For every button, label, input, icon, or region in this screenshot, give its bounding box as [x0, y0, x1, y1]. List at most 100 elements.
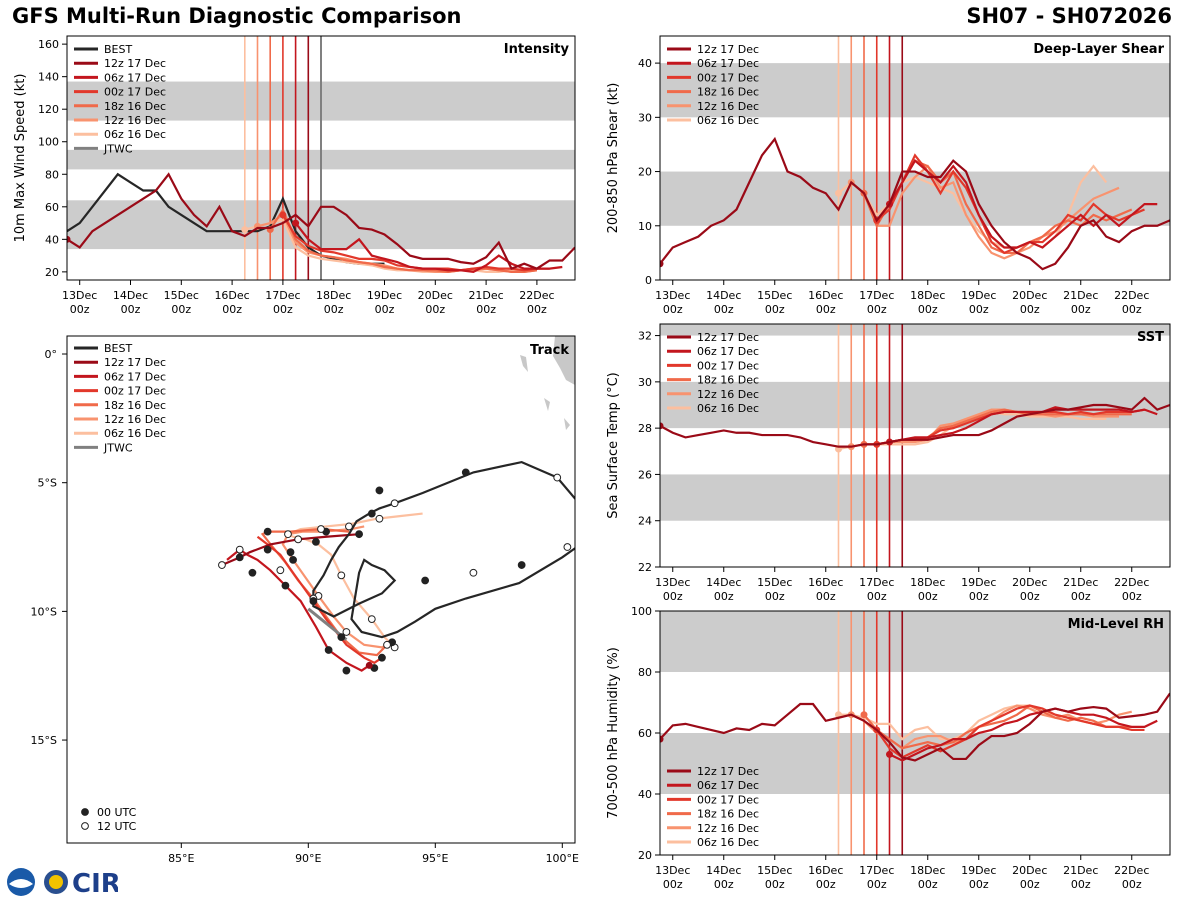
series-line [67, 172, 575, 271]
legend-intensity-label: 12z 17 Dec [104, 57, 166, 70]
threshold-band [660, 171, 1170, 226]
legend-rh-label: 06z 16 Dec [697, 836, 759, 849]
track-12utc-marker [367, 615, 376, 623]
marker-legend-label: 12 UTC [97, 820, 137, 833]
legend-track-label: 18z 16 Dec [104, 399, 166, 412]
sst-xtick-label: 00z [1020, 590, 1040, 603]
sst-xtick-label: 18Dec [910, 576, 945, 589]
y-axis-label: Sea Surface Temp (°C) [606, 372, 621, 519]
threshold-band [660, 611, 1170, 672]
y-axis-label: 10m Max Wind Speed (kt) [13, 74, 28, 243]
ytick-label: 28 [638, 422, 652, 435]
track-00utc-marker [461, 468, 470, 477]
shear-xtick-label: 20Dec [1012, 289, 1047, 302]
track-00utc-marker [263, 527, 272, 536]
track-00utc-marker [337, 633, 346, 642]
chart-rh: 2040608010013Dec00z14Dec00z15Dec00z16Dec… [606, 605, 1171, 891]
series-init-point [292, 219, 300, 227]
shear-xtick-label: 00z [663, 303, 683, 316]
intensity-xtick-label: 00z [375, 303, 395, 316]
track-12utc-marker [345, 522, 353, 531]
series-line [269, 207, 538, 273]
legend-sst-label: 12z 17 Dec [697, 331, 759, 344]
plot-frame [659, 323, 1171, 568]
legend-sst-label: 18z 16 Dec [697, 374, 759, 387]
series-init-point [660, 422, 664, 430]
rh-xtick-label: 14Dec [706, 864, 741, 877]
ytick-label: 160 [38, 38, 59, 51]
legend-track-label: JTWC [103, 441, 133, 454]
series-init-point [835, 189, 842, 197]
legend-shear-label: 12z 16 Dec [697, 100, 759, 113]
marker-legend-00utc [81, 808, 89, 816]
series-line [850, 164, 1120, 260]
rh-xtick-label: 18Dec [910, 864, 945, 877]
chart-shear: 01020304013Dec00z14Dec00z15Dec00z16Dec00… [606, 35, 1171, 316]
shear-xtick-label: 00z [816, 303, 836, 316]
shear-xtick-label: 18Dec [910, 289, 945, 302]
intensity-xtick-label: 13Dec [62, 289, 97, 302]
land-patch [544, 398, 550, 411]
ytick-label: 20 [45, 266, 59, 279]
series-line [889, 707, 1158, 762]
sst-xtick-label: 00z [1122, 590, 1142, 603]
y-axis-label: 700-500 hPa Humidity (%) [606, 647, 621, 819]
ytick-label: 100 [631, 605, 652, 618]
intensity-xtick-label: 00z [476, 303, 496, 316]
forecast-track-line [281, 525, 393, 649]
ytick-label: 140 [38, 71, 59, 84]
track-00utc-marker [421, 576, 430, 585]
intensity-xtick-label: 00z [324, 303, 344, 316]
track-12utc-marker [383, 640, 391, 649]
ytick-label: 80 [638, 666, 652, 679]
ytick-label: 30 [638, 111, 652, 124]
plot-area-sst [660, 324, 1170, 567]
forecast-track-line [260, 527, 388, 657]
ytick-label: 20 [638, 166, 652, 179]
sst-xtick-label: 00z [714, 590, 734, 603]
sst-xtick-label: 00z [918, 590, 938, 603]
rh-xtick-label: 00z [1071, 878, 1091, 891]
track-12utc-marker [469, 568, 478, 577]
shear-xtick-label: 00z [1071, 303, 1091, 316]
legend-intensity-label: BEST [104, 43, 132, 56]
marker-legend-label: 00 UTC [97, 806, 137, 819]
legend-shear-label: 18z 16 Dec [697, 86, 759, 99]
shear-xtick-label: 00z [918, 303, 938, 316]
intensity-xtick-label: 00z [425, 303, 445, 316]
intensity-xtick-label: 21Dec [468, 289, 503, 302]
legend-shear-label: 12z 17 Dec [697, 43, 759, 56]
legend-track-label: 12z 16 Dec [104, 413, 166, 426]
track-00utc-marker [378, 653, 386, 662]
legend-rh-label: 12z 17 Dec [697, 765, 759, 778]
series-init-point [886, 750, 893, 758]
ytick-label: 60 [45, 201, 59, 214]
threshold-band [660, 381, 1170, 429]
track-ytick-label: 15°S [31, 734, 57, 747]
legend-intensity-label: 12z 16 Dec [104, 114, 166, 127]
intensity-xtick-label: 00z [273, 303, 293, 316]
track-12utc-marker [284, 530, 292, 539]
marker-legend-12utc [81, 822, 89, 830]
intensity-xtick-label: 22Dec [519, 289, 554, 302]
legend-shear-label: 06z 16 Dec [697, 114, 759, 127]
ytick-label: 20 [638, 849, 652, 862]
ytick-label: 32 [638, 330, 652, 343]
track-00utc-marker [342, 666, 351, 675]
legend-intensity-label: 06z 17 Dec [104, 71, 166, 84]
track-12utc-marker [317, 525, 325, 533]
rh-xtick-label: 22Dec [1114, 864, 1149, 877]
track-xtick-label: 90°E [295, 852, 321, 865]
best-track-line [312, 460, 575, 639]
track-12utc-marker [276, 566, 285, 575]
sst-xtick-label: 20Dec [1012, 576, 1047, 589]
sst-xtick-label: 19Dec [961, 576, 996, 589]
track-00utc-marker [263, 545, 272, 554]
track-12utc-marker [342, 628, 351, 636]
shear-xtick-label: 00z [1020, 303, 1040, 316]
land-patch [553, 336, 575, 385]
ytick-label: 24 [638, 515, 652, 528]
plot-area-track [218, 336, 575, 675]
intensity-xtick-label: 00z [70, 303, 90, 316]
